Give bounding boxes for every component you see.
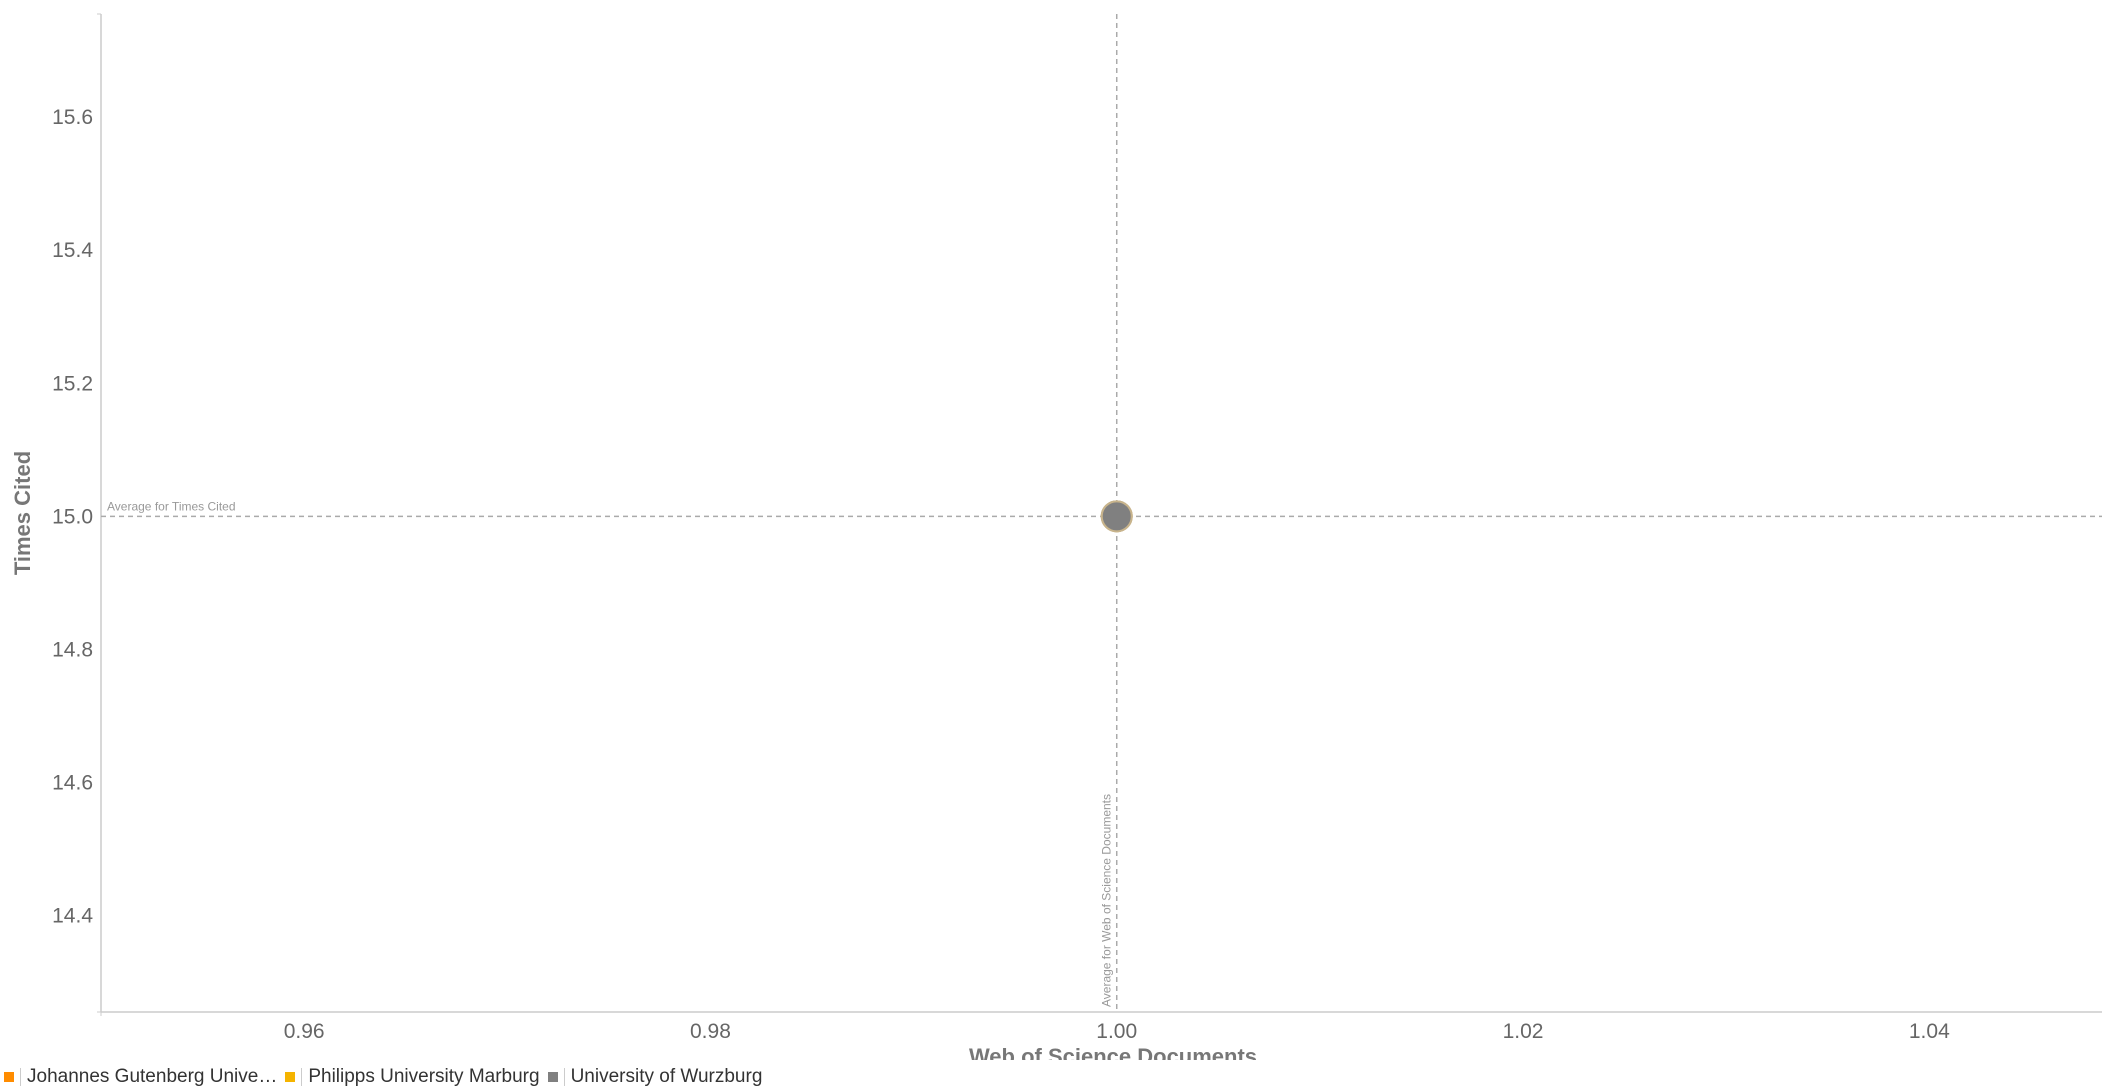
- legend-item[interactable]: Philipps University Marburg: [285, 1066, 540, 1088]
- legend-item[interactable]: Johannes Gutenberg Unive…: [4, 1066, 277, 1088]
- y-tick-label: 15.2: [52, 372, 93, 395]
- data-point[interactable]: [1100, 500, 1133, 533]
- y-tick-label: 15.6: [52, 106, 93, 129]
- legend-divider: [301, 1068, 303, 1086]
- y-tick-label: 15.4: [52, 239, 93, 262]
- legend-divider: [20, 1068, 21, 1086]
- y-average-label: Average for Times Cited: [107, 499, 236, 513]
- y-tick-label: 14.8: [52, 638, 93, 661]
- legend-label: University of Wurzburg: [570, 1066, 763, 1087]
- legend-item[interactable]: University of Wurzburg: [547, 1066, 763, 1088]
- legend-swatch: [4, 1072, 14, 1082]
- legend-label: Philipps University Marburg: [308, 1066, 540, 1087]
- x-tick-label: 0.96: [284, 1020, 325, 1043]
- x-tick-label: 1.02: [1503, 1020, 1544, 1043]
- y-tick-label: 14.6: [52, 771, 93, 794]
- x-tick-label: 1.04: [1909, 1020, 1950, 1043]
- x-tick-label: 1.00: [1096, 1020, 1137, 1043]
- legend-divider: [563, 1068, 565, 1086]
- legend: Johannes Gutenberg Unive… Philipps Univer…: [4, 1065, 770, 1089]
- x-axis-title: Web of Science Documents: [969, 1044, 1257, 1060]
- scatter-chart: 14.4 14.6 14.8 15.0 15.2 15.4 15.6 0.96 0.98 1.00…: [10, 13, 2102, 1060]
- legend-swatch: [285, 1072, 296, 1082]
- axes: 14.4 14.6 14.8 15.0 15.2 15.4 15.6 0.96 0.98 1.00…: [52, 13, 2102, 1043]
- x-tick-label: 0.98: [690, 1020, 731, 1043]
- y-tick-label: 14.4: [52, 905, 93, 928]
- legend-label: Johannes Gutenberg Unive…: [27, 1066, 278, 1087]
- y-tick-label: 15.0: [52, 505, 93, 528]
- y-axis-title: Times Cited: [10, 451, 35, 575]
- legend-swatch: [547, 1072, 558, 1082]
- data-points: [1100, 500, 1133, 533]
- x-average-label: Average for Web of Science Documents: [1100, 794, 1114, 1007]
